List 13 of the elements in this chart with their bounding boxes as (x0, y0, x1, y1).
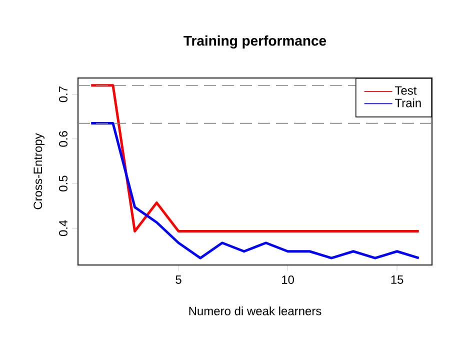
y-axis-title: Cross-Entropy (34, 133, 45, 210)
legend-label: Train (394, 98, 421, 108)
y-tick-label: 0.7 (59, 86, 68, 102)
chart-title: Training performance (184, 35, 326, 49)
x-tick-label: 5 (176, 275, 182, 284)
y-tick-label: 0.5 (59, 176, 68, 192)
legend-label: Test (394, 86, 417, 95)
y-tick-label: 0.4 (59, 220, 68, 236)
x-tick-label: 15 (391, 275, 404, 284)
x-tick-label: 10 (282, 275, 294, 284)
x-axis-title: Numero di weak learners (189, 306, 322, 316)
line-series (90, 122, 420, 260)
y-tick-label: 0.6 (59, 131, 68, 147)
